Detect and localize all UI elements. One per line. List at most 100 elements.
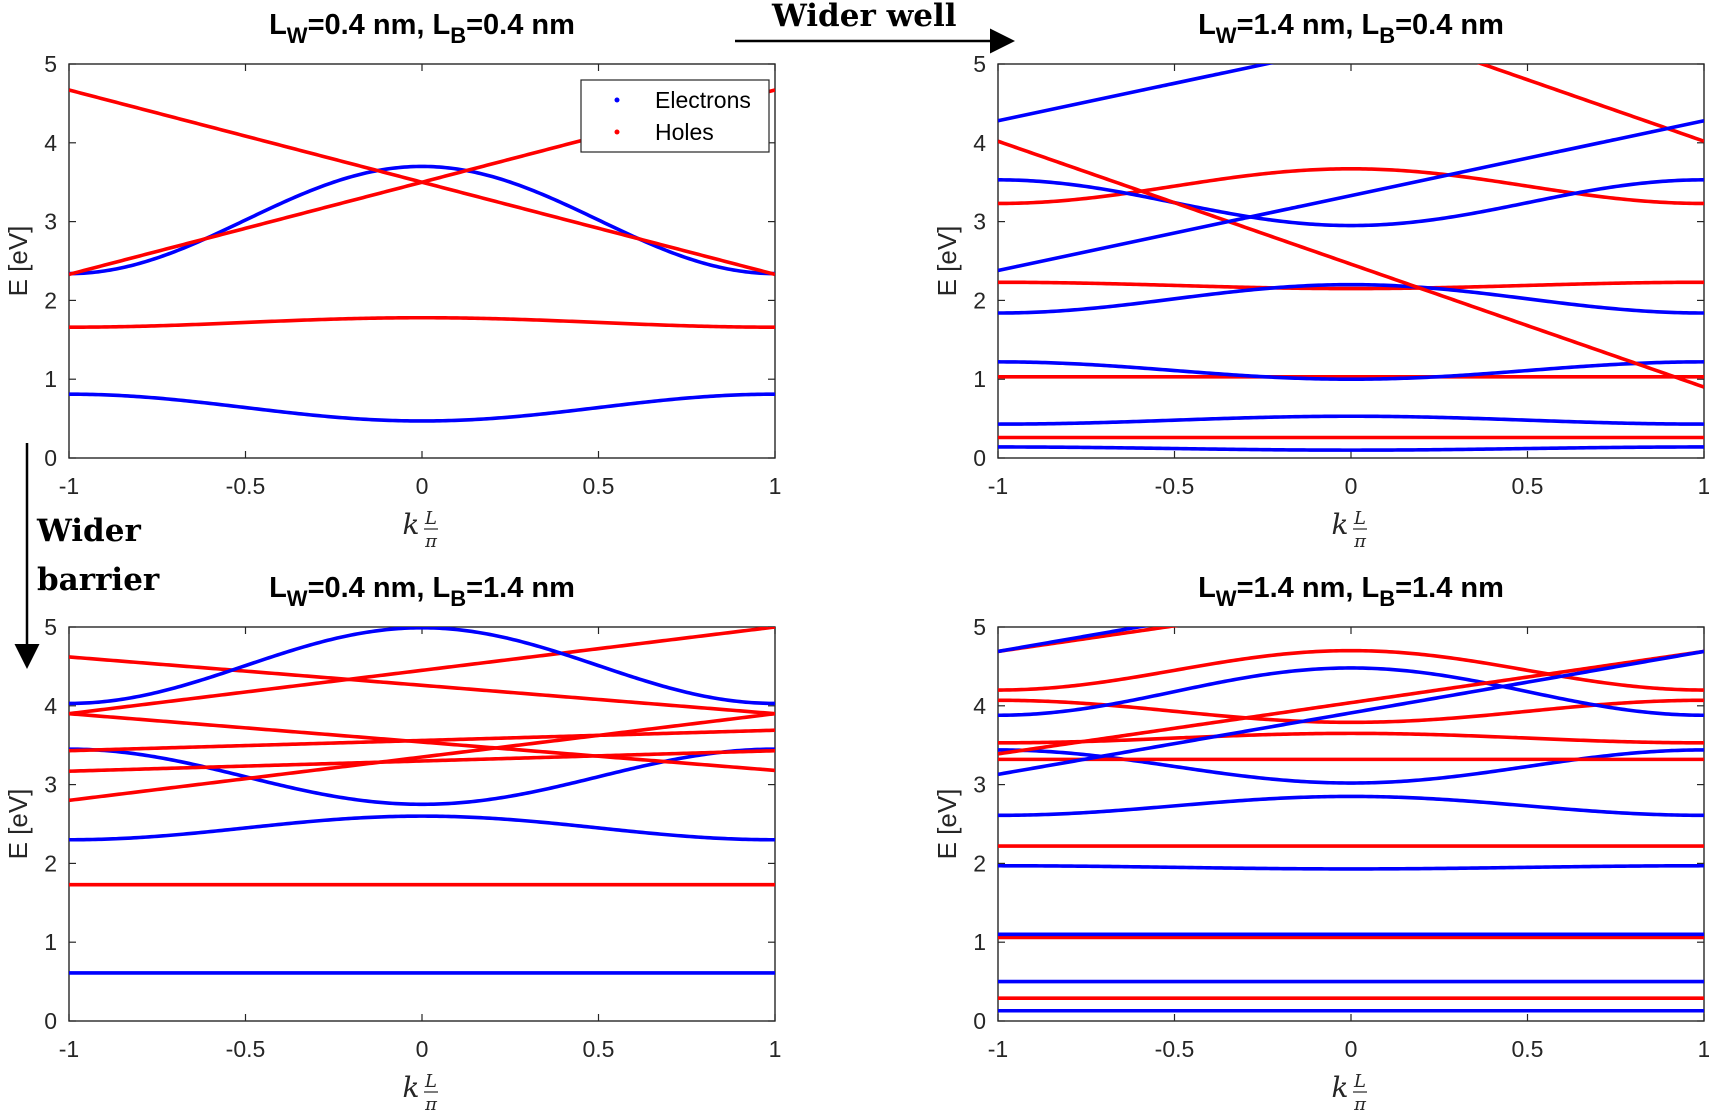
y-tick-label: 4 xyxy=(973,693,986,719)
x-tick-label: -1 xyxy=(988,473,1008,499)
wider-barrier-label-2: barrier xyxy=(37,562,160,598)
wider-well-annotation: Wider well xyxy=(735,0,1015,54)
x-tick-label: 1 xyxy=(1698,473,1709,499)
electron-band-line xyxy=(998,445,1704,452)
x-label-k: k xyxy=(403,1071,420,1104)
y-tick-label: 3 xyxy=(973,209,986,235)
x-tick-label: -1 xyxy=(59,1036,79,1062)
x-label-denominator: π xyxy=(424,1094,438,1111)
legend-holes-marker xyxy=(614,129,620,135)
x-tick-label: -0.5 xyxy=(226,473,266,499)
x-tick-label: 0 xyxy=(1345,1036,1358,1062)
y-tick-label: 5 xyxy=(973,614,986,640)
electron-band-line xyxy=(998,649,1704,777)
y-tick-label: 1 xyxy=(44,929,57,955)
hole-band-line xyxy=(69,655,775,716)
hole-band-line xyxy=(69,711,775,803)
x-label-numerator: L xyxy=(424,1071,437,1092)
x-label-numerator: L xyxy=(1353,508,1366,529)
y-tick-label: 1 xyxy=(973,929,986,955)
series-group xyxy=(998,64,1704,452)
axes-box xyxy=(997,63,1705,459)
y-tick-label: 0 xyxy=(973,445,986,471)
panel-3: -1 -0.5 0 0.5 1 0 1 2 3 4 5 E [eV] k Lπ LW=0.4 nm, LB=… xyxy=(3,572,781,1111)
electron-band-line xyxy=(69,814,775,842)
x-label-denominator: π xyxy=(424,531,438,552)
y-tick-label: 1 xyxy=(44,366,57,392)
y-tick-label: 4 xyxy=(44,130,57,156)
panel-4: -1 -0.5 0 0.5 1 0 1 2 3 4 5 E [eV] k Lπ LW=1.4 nm, LB=… xyxy=(932,572,1709,1111)
electron-band-line xyxy=(998,282,1704,315)
hole-band-line xyxy=(998,698,1704,725)
hole-band-line xyxy=(998,648,1704,692)
x-tick-label: 0 xyxy=(416,1036,429,1062)
electron-band-line xyxy=(998,666,1704,718)
hole-band-line xyxy=(69,711,775,773)
x-tick-label: -1 xyxy=(59,473,79,499)
x-tick-label: 0 xyxy=(416,473,429,499)
hole-band-line xyxy=(69,627,775,716)
y-axis-label: E [eV] xyxy=(3,789,33,860)
hole-band-line xyxy=(998,627,1179,654)
hole-band-line xyxy=(69,748,775,773)
x-tick-label: 0.5 xyxy=(1512,473,1544,499)
x-label-k: k xyxy=(1332,508,1349,541)
hole-band-line xyxy=(69,180,775,277)
panel-title: LW=1.4 nm, LB=1.4 nm xyxy=(1198,572,1504,611)
x-label-numerator: L xyxy=(1353,1071,1366,1092)
x-tick-label: -0.5 xyxy=(1155,1036,1195,1062)
y-tick-label: 0 xyxy=(44,445,57,471)
electron-band-line xyxy=(998,64,1275,123)
panel-title: LW=1.4 nm, LB=0.4 nm xyxy=(1198,9,1504,48)
y-axis-label: E [eV] xyxy=(3,226,33,297)
legend: Electrons Holes xyxy=(580,79,770,153)
wider-well-label: Wider well xyxy=(771,0,957,34)
electron-band-line xyxy=(998,178,1704,228)
legend-electrons-label: Electrons xyxy=(655,87,751,113)
panel-title: LW=0.4 nm, LB=0.4 nm xyxy=(269,9,575,48)
electron-band-line xyxy=(69,164,775,276)
x-tick-label: 0.5 xyxy=(583,1036,615,1062)
hole-band-line xyxy=(998,139,1704,389)
y-tick-label: 3 xyxy=(973,772,986,798)
x-label-denominator: π xyxy=(1353,1094,1367,1111)
x-tick-label: 0.5 xyxy=(1512,1036,1544,1062)
hole-band-line xyxy=(998,280,1704,291)
x-tick-label: -0.5 xyxy=(1155,473,1195,499)
hole-band-line xyxy=(998,731,1704,745)
x-axis-label: k Lπ xyxy=(1332,1071,1368,1111)
electron-band-line xyxy=(998,360,1704,381)
series-group xyxy=(69,88,775,423)
y-tick-label: 1 xyxy=(973,366,986,392)
x-tick-label: 0 xyxy=(1345,473,1358,499)
y-tick-label: 0 xyxy=(44,1008,57,1034)
y-tick-label: 0 xyxy=(973,1008,986,1034)
series-group xyxy=(998,627,1704,1013)
y-tick-label: 4 xyxy=(44,693,57,719)
y-tick-label: 5 xyxy=(973,51,986,77)
legend-holes-label: Holes xyxy=(655,119,714,145)
x-label-k: k xyxy=(1332,1071,1349,1104)
panel-title: LW=0.4 nm, LB=1.4 nm xyxy=(269,572,575,611)
y-tick-label: 5 xyxy=(44,614,57,640)
y-tick-label: 3 xyxy=(44,209,57,235)
hole-band-line xyxy=(998,649,1704,756)
x-tick-label: 1 xyxy=(769,1036,782,1062)
electron-band-line xyxy=(998,627,1149,654)
electron-band-line xyxy=(69,627,775,706)
x-label-k: k xyxy=(403,508,420,541)
panel-2: -1 -0.5 0 0.5 1 0 1 2 3 4 5 E [eV] k Lπ LW=1.4 nm, LB=… xyxy=(932,9,1709,552)
x-tick-label: 1 xyxy=(769,473,782,499)
legend-electrons-marker xyxy=(614,97,620,103)
hole-band-line xyxy=(998,167,1704,206)
electron-band-line xyxy=(69,392,775,423)
y-tick-label: 2 xyxy=(973,850,986,876)
y-axis-label: E [eV] xyxy=(932,226,962,297)
hole-band-line xyxy=(69,315,775,329)
y-tick-label: 2 xyxy=(44,287,57,313)
x-label-denominator: π xyxy=(1353,531,1367,552)
y-tick-label: 4 xyxy=(973,130,986,156)
x-label-numerator: L xyxy=(424,508,437,529)
wider-barrier-label-1: Wider xyxy=(36,513,141,549)
x-tick-label: 1 xyxy=(1698,1036,1709,1062)
